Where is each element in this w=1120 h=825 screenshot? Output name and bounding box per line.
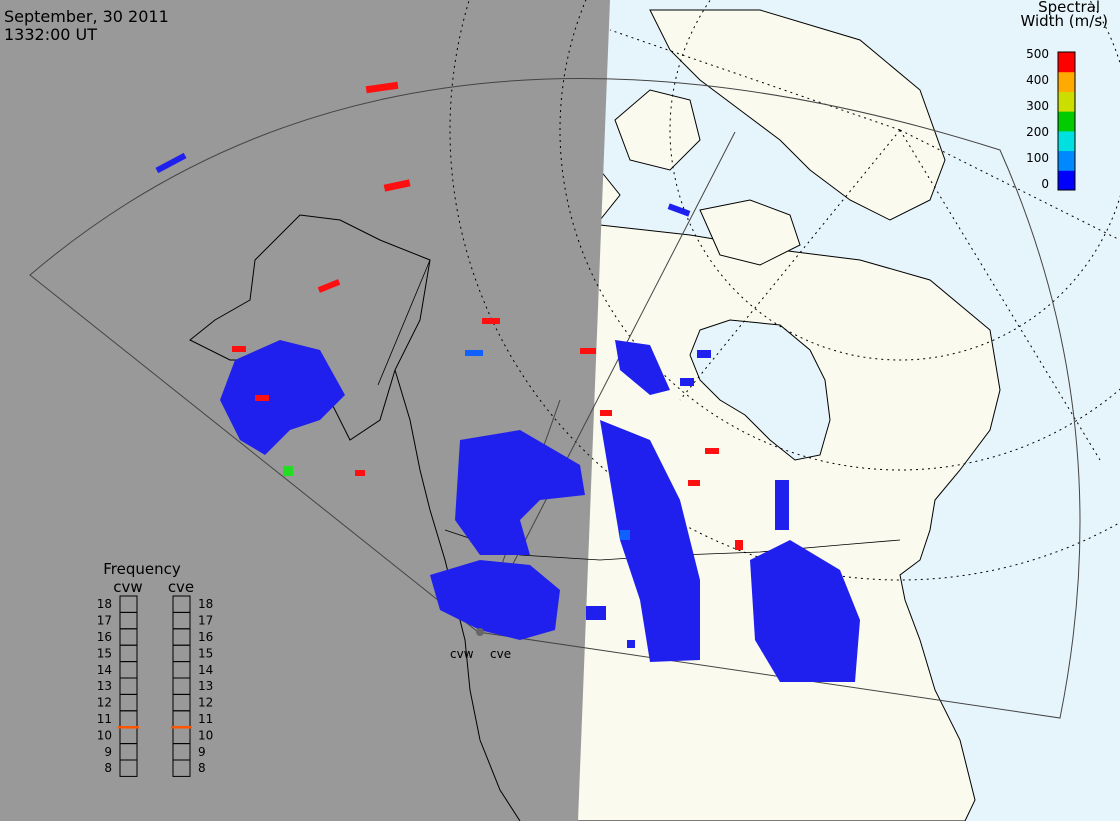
scatter-bin: [697, 350, 711, 358]
radar-site-marker: [476, 628, 484, 636]
scatter-bin: [465, 350, 483, 356]
scatter-bin: [317, 279, 341, 293]
colorbar-tick-label: 100: [1026, 151, 1049, 165]
scatter-bin: [680, 378, 694, 386]
colorbar: Spectral Width (m/s) 500 400 300 200 100 0: [1020, 0, 1108, 191]
scatter-cluster-alaska: [220, 340, 345, 455]
alaska-outline: [189, 214, 431, 441]
colorbar-swatch: [1058, 91, 1075, 112]
scatter-bin: [775, 480, 789, 530]
scatter-cluster-prairies: [600, 420, 700, 662]
frequency-cells: 18 17 16 15 14 13 12 11 10 9 8 18 17 16 15 14 13 12 11 10 9 8: [97, 595, 213, 777]
scatter-cluster-bc: [455, 430, 585, 555]
frequency-tick-label: 8: [104, 761, 112, 775]
frequency-tick-label: 9: [104, 745, 112, 759]
scatter-bin: [667, 203, 691, 217]
alaska-border: [377, 259, 431, 386]
scatter-bin: [600, 410, 612, 416]
scatter-bin: [155, 152, 187, 174]
frequency-tick-label: 18: [97, 597, 112, 611]
scatter-bin: [232, 346, 246, 352]
header-date: September, 30 2011: [4, 7, 169, 26]
colorbar-ticks: 500 400 300 200 100 0: [1026, 47, 1049, 191]
scatter-bin: [627, 640, 635, 648]
colorbar-title-line2: Width (m/s): [1020, 12, 1108, 30]
frequency-title: Frequency: [103, 560, 181, 578]
frequency-col-cvw: cvw: [113, 578, 142, 596]
header-time: 1332:00 UT: [4, 25, 97, 44]
scatter-bin: [620, 530, 630, 540]
colorbar-tick-label: 400: [1026, 73, 1049, 87]
station-label-cvw: cvw: [450, 647, 474, 661]
colorbar-swatch: [1058, 130, 1075, 152]
graticule: [449, 0, 1120, 581]
radar-sites: cvw cve: [450, 628, 511, 661]
colorbar-swatch: [1058, 150, 1075, 171]
scatter-bin: [383, 179, 411, 192]
scatter-bin: [705, 448, 719, 454]
frequency-tick-label: 13: [97, 679, 112, 693]
colorbar-swatch: [1058, 52, 1075, 73]
frequency-col-cve: cve: [168, 578, 194, 596]
frequency-tick-label: 10: [97, 728, 112, 742]
backscatter-layer: [155, 81, 860, 682]
scatter-bin: [688, 480, 700, 486]
frequency-tick-label: 10: [198, 728, 213, 742]
frequency-tick-label: 14: [198, 663, 213, 677]
colorbar-swatch: [1058, 71, 1075, 92]
colorbar-swatch: [1058, 111, 1075, 132]
scatter-bin: [355, 470, 365, 476]
colorbar-tick-label: 300: [1026, 99, 1049, 113]
scatter-cluster-near-radar: [430, 560, 560, 640]
colorbar-frame: [1057, 51, 1076, 191]
colorbar-title-line1: Spectral: [1038, 0, 1100, 16]
frequency-tick-label: 12: [198, 696, 213, 710]
frequency-tick-label: 11: [198, 712, 213, 726]
colorbar-swatch: [1058, 170, 1075, 191]
frequency-tick-label: 16: [97, 630, 112, 644]
frequency-tick-label: 17: [97, 614, 112, 628]
frequency-tick-label: 9: [198, 745, 206, 759]
frequency-panel: Frequency cvw cve 1817161514131211109818…: [97, 560, 213, 777]
scatter-bin: [735, 540, 743, 550]
frequency-tick-label: 11: [97, 712, 112, 726]
scatter-bin: [283, 466, 293, 476]
frequency-tick-label: 15: [97, 646, 112, 660]
frequency-tick-label: 18: [198, 597, 213, 611]
scatter-bin: [580, 348, 596, 354]
colorbar-tick-label: 0: [1041, 177, 1049, 191]
colorbar-gradient: [1058, 52, 1075, 191]
frequency-tick-label: 16: [198, 630, 213, 644]
frequency-cell: [119, 759, 138, 777]
frequency-cell: [172, 759, 191, 777]
colorbar-tick-label: 200: [1026, 125, 1049, 139]
scatter-bin: [586, 606, 606, 620]
scatter-bin: [255, 395, 269, 401]
scatter-bin: [482, 318, 500, 324]
scatter-bin: [365, 81, 399, 94]
greenland: [649, 9, 946, 221]
scatter-cluster-north: [615, 340, 670, 395]
colorbar-tick-label: 500: [1026, 47, 1049, 61]
frequency-tick-label: 13: [198, 679, 213, 693]
station-label-cve: cve: [490, 647, 511, 661]
frequency-tick-label: 12: [97, 696, 112, 710]
scatter-cluster-great-lakes: [750, 540, 860, 682]
frequency-tick-label: 17: [198, 614, 213, 628]
frequency-tick-label: 15: [198, 646, 213, 660]
frequency-tick-label: 8: [198, 761, 206, 775]
frequency-tick-label: 14: [97, 663, 112, 677]
